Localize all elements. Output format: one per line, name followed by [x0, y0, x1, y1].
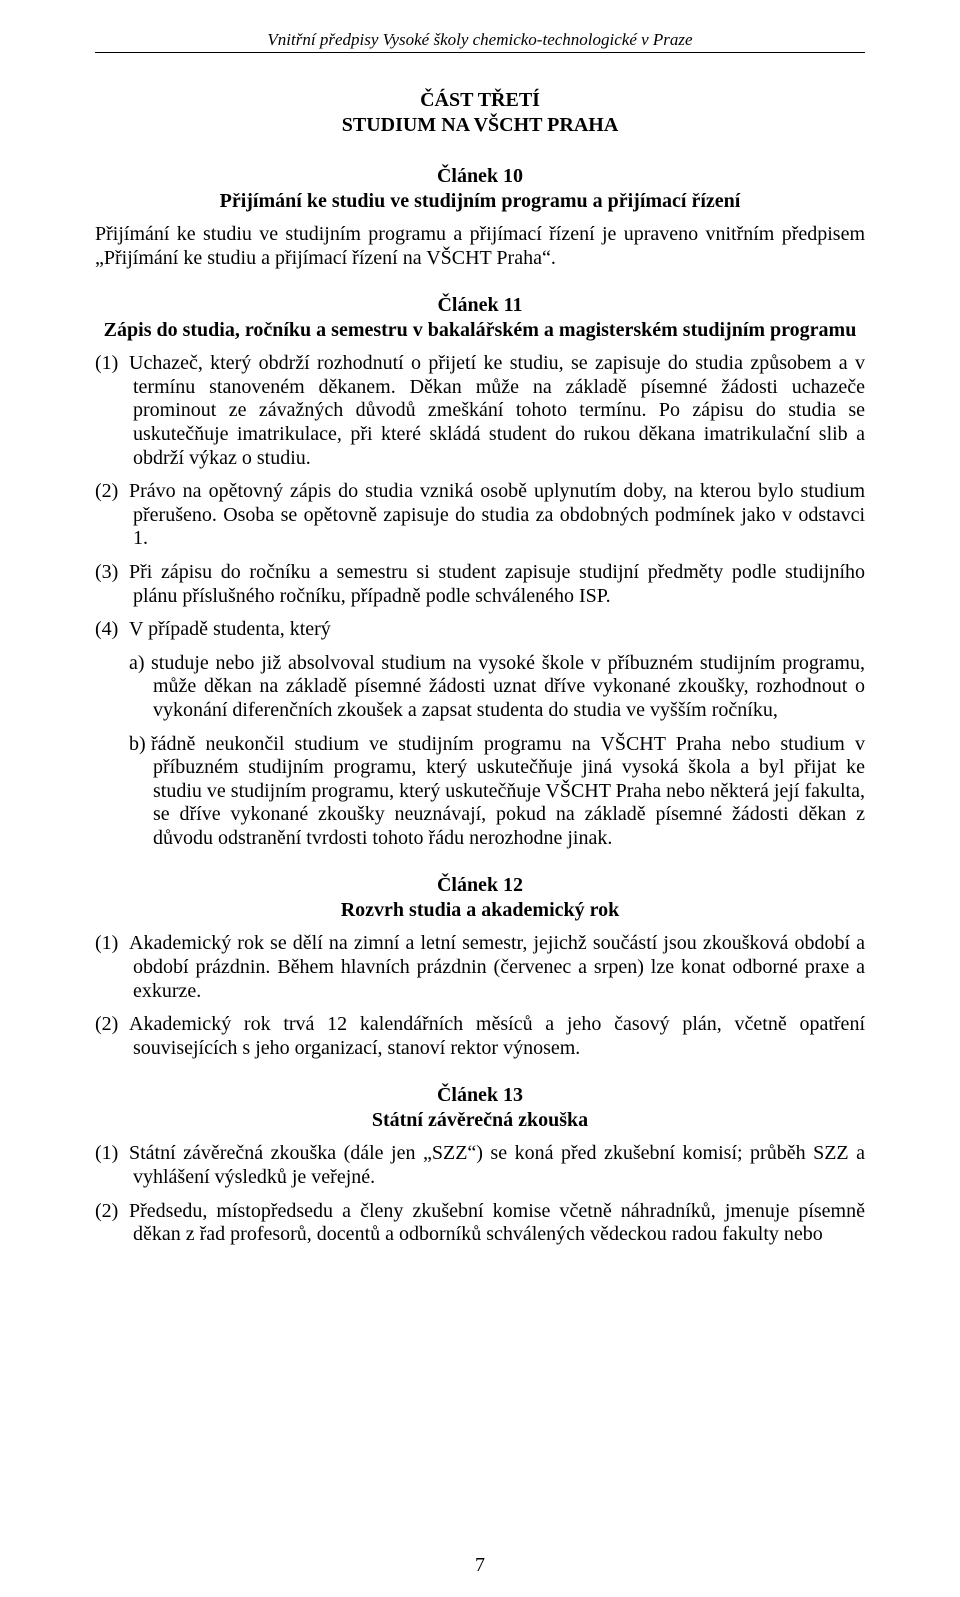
- document-page: Vnitřní předpisy Vysoké školy chemicko-t…: [0, 0, 960, 1597]
- paragraph-text: Při zápisu do ročníku a semestru si stud…: [129, 561, 865, 607]
- sub-item-label: b): [129, 733, 151, 757]
- sub-item-text: studuje nebo již absolvoval studium na v…: [151, 652, 865, 721]
- paragraph-number: (2): [95, 1200, 129, 1224]
- paragraph-number: (3): [95, 561, 129, 585]
- sub-item: b)řádně neukončil studium ve studijním p…: [95, 733, 865, 851]
- part-title: STUDIUM NA VŠCHT PRAHA: [95, 114, 865, 137]
- numbered-paragraph: (1)Uchazeč, který obdrží rozhodnutí o př…: [95, 352, 865, 470]
- article-number: Článek 11: [95, 294, 865, 317]
- article-title: Státní závěrečná zkouška: [95, 1109, 865, 1132]
- article-title: Zápis do studia, ročníku a semestru v ba…: [95, 319, 865, 342]
- numbered-paragraph: (3)Při zápisu do ročníku a semestru si s…: [95, 561, 865, 608]
- paragraph-number: (1): [95, 932, 129, 956]
- paragraph-number: (2): [95, 480, 129, 504]
- paragraph-text: Uchazeč, který obdrží rozhodnutí o přije…: [129, 352, 865, 468]
- numbered-paragraph: (2)Akademický rok trvá 12 kalendářních m…: [95, 1013, 865, 1060]
- page-number: 7: [0, 1554, 960, 1577]
- article-intro: Přijímání ke studiu ve studijním program…: [95, 223, 865, 270]
- paragraph-text: V případě studenta, který: [129, 618, 331, 640]
- paragraph-text: Právo na opětovný zápis do studia vzniká…: [129, 480, 865, 549]
- numbered-paragraph: (2)Právo na opětovný zápis do studia vzn…: [95, 480, 865, 551]
- article-number: Článek 12: [95, 874, 865, 897]
- paragraph-number: (1): [95, 1142, 129, 1166]
- numbered-paragraph: (2)Předsedu, místopředsedu a členy zkuše…: [95, 1200, 865, 1247]
- paragraph-number: (2): [95, 1013, 129, 1037]
- article-number: Článek 13: [95, 1084, 865, 1107]
- article-title: Rozvrh studia a akademický rok: [95, 899, 865, 922]
- paragraph-number: (1): [95, 352, 129, 376]
- article-title: Přijímání ke studiu ve studijním program…: [95, 190, 865, 213]
- paragraph-text: Akademický rok trvá 12 kalendářních měsí…: [129, 1013, 865, 1059]
- part-label: ČÁST TŘETÍ: [95, 89, 865, 112]
- paragraph-number: (4): [95, 618, 129, 642]
- article-number: Článek 10: [95, 165, 865, 188]
- paragraph-text: Předsedu, místopředsedu a členy zkušební…: [129, 1200, 865, 1246]
- paragraph-text: Státní závěrečná zkouška (dále jen „SZZ“…: [129, 1142, 865, 1188]
- numbered-paragraph: (4)V případě studenta, který: [95, 618, 865, 642]
- running-head: Vnitřní předpisy Vysoké školy chemicko-t…: [95, 30, 865, 53]
- paragraph-text: Akademický rok se dělí na zimní a letní …: [129, 932, 865, 1001]
- sub-item-text: řádně neukončil studium ve studijním pro…: [151, 733, 865, 849]
- sub-item-label: a): [129, 652, 151, 676]
- sub-item: a)studuje nebo již absolvoval studium na…: [95, 652, 865, 723]
- numbered-paragraph: (1)Státní závěrečná zkouška (dále jen „S…: [95, 1142, 865, 1189]
- numbered-paragraph: (1)Akademický rok se dělí na zimní a let…: [95, 932, 865, 1003]
